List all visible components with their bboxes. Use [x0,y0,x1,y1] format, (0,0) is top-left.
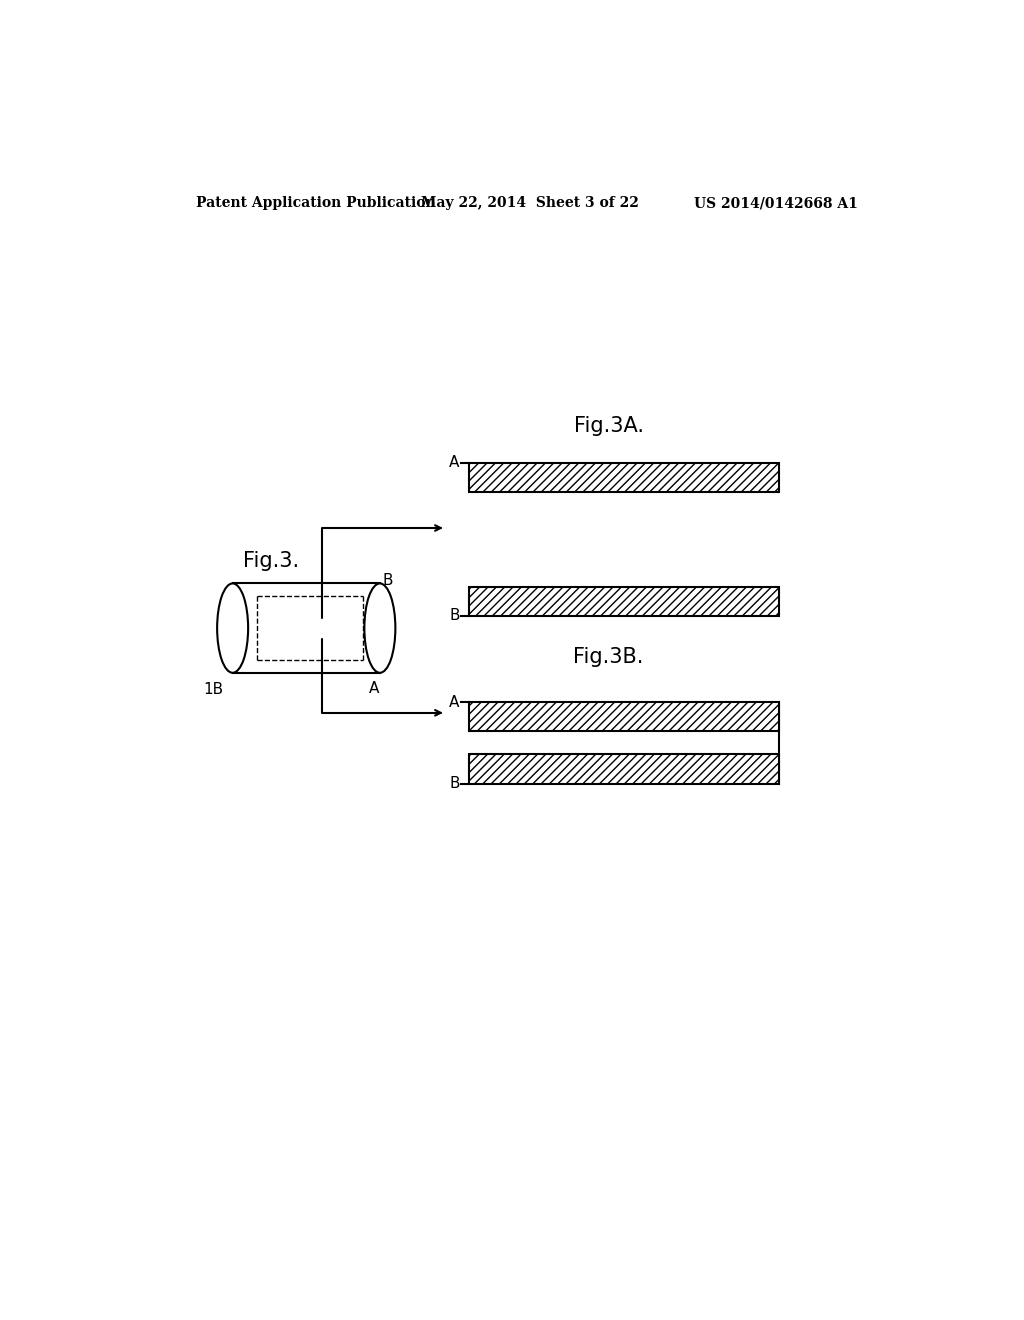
Bar [469,462,779,492]
Text: B: B [450,609,460,623]
Bar [469,702,779,731]
Text: A: A [450,694,460,710]
Text: B: B [383,573,393,587]
Text: Patent Application Publication: Patent Application Publication [197,197,436,210]
Ellipse shape [365,583,395,673]
Text: US 2014/0142668 A1: US 2014/0142668 A1 [693,197,858,210]
Text: Fig.3.: Fig.3. [243,552,299,572]
Text: May 22, 2014  Sheet 3 of 22: May 22, 2014 Sheet 3 of 22 [421,197,639,210]
Text: B: B [450,776,460,791]
Ellipse shape [217,583,248,673]
Text: Fig.3A.: Fig.3A. [573,416,643,436]
Text: A: A [369,681,380,696]
Text: A: A [450,455,460,470]
Text: 1B: 1B [203,682,223,697]
Text: Fig.3B.: Fig.3B. [573,647,644,667]
Bar [469,586,779,615]
Bar [469,755,779,784]
